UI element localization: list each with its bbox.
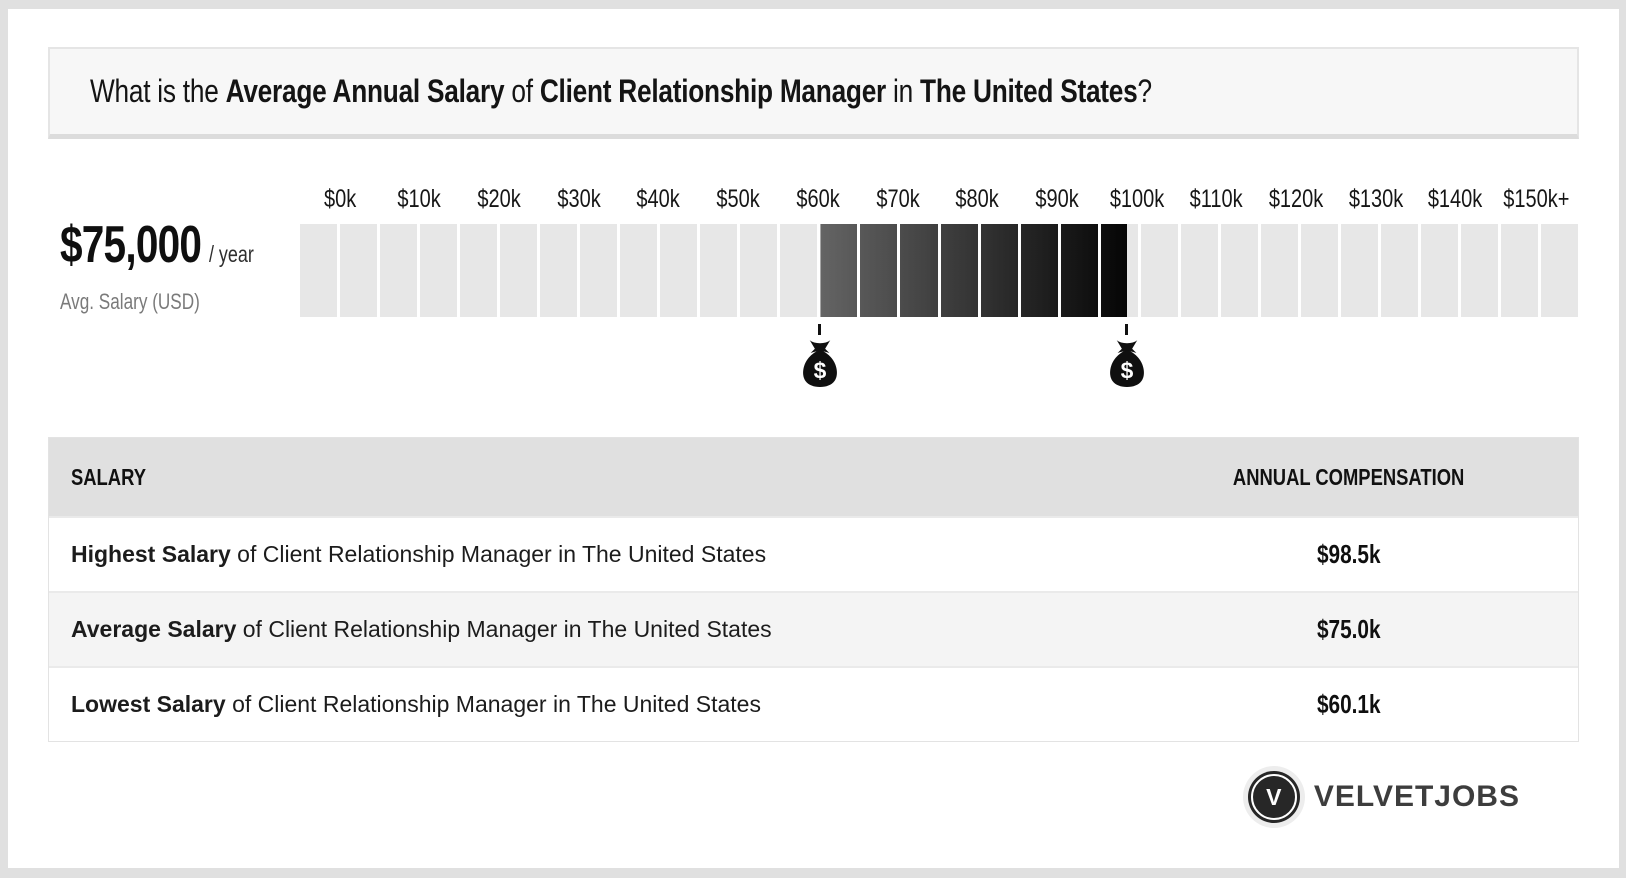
table-row: Average Salary of Client Relationship Ma… xyxy=(49,591,1578,666)
velvetjobs-logo-icon: V xyxy=(1247,771,1300,823)
title-segment: The United States xyxy=(920,73,1138,109)
average-salary-caption: Avg. Salary (USD) xyxy=(60,289,200,314)
gauge-segment xyxy=(980,224,1018,317)
title-segment: Client Relationship Manager xyxy=(539,73,887,109)
brand-logo: V VELVETJOBS xyxy=(1247,771,1520,823)
gauge-segment xyxy=(740,224,778,317)
average-salary-period: / year xyxy=(208,241,254,267)
title-segment: What is the xyxy=(90,73,226,109)
title-banner: What is the Average Annual Salary of Cli… xyxy=(48,47,1579,139)
row-value: $75.0k xyxy=(1316,614,1381,644)
gauge-segment xyxy=(380,224,418,317)
money-bag-icon: $ xyxy=(803,340,837,387)
axis-tick-label: $70k xyxy=(875,185,920,213)
table-row: Highest Salary of Client Relationship Ma… xyxy=(49,516,1578,591)
row-value: $60.1k xyxy=(1316,689,1381,719)
axis-tick-label: $10k xyxy=(397,185,442,213)
axis-tick-label: $90k xyxy=(1035,185,1079,213)
gauge-segment xyxy=(1380,224,1418,317)
infographic-card: What is the Average Annual Salary of Cli… xyxy=(8,9,1619,868)
money-bag-icon: $ xyxy=(1109,340,1144,387)
axis-labels: $0k $10k $20k $30k $40k $50k $60k $70k $80k $90k $… xyxy=(300,174,1578,214)
gauge-segment xyxy=(1340,224,1378,317)
gauge-segment xyxy=(780,224,818,317)
column-header-annual-compensation: ANNUAL COMPENSATION xyxy=(1232,463,1465,490)
average-salary-amount: $75,000 xyxy=(60,216,202,274)
marker-tick xyxy=(818,324,822,335)
gauge-segment xyxy=(660,224,698,317)
axis-tick-label: $30k xyxy=(557,185,601,213)
gauge-segment xyxy=(1140,224,1178,317)
title-segment: ? xyxy=(1137,73,1152,109)
axis-tick-label: $20k xyxy=(477,185,521,213)
title-segment: of xyxy=(504,73,540,109)
page-title: What is the Average Annual Salary of Cli… xyxy=(90,73,1152,110)
row-label: Lowest Salary of Client Relationship Man… xyxy=(71,691,761,717)
gauge-segment xyxy=(460,224,498,317)
gauge-segment xyxy=(1220,224,1258,317)
gauge-segment xyxy=(820,224,858,317)
title-segment: Average Annual Salary xyxy=(225,73,505,109)
gauge-segment xyxy=(1300,224,1338,317)
gauge-segment xyxy=(580,224,618,317)
row-label: Highest Salary of Client Relationship Ma… xyxy=(71,541,767,567)
gauge-segment xyxy=(1500,224,1538,317)
gauge-segment xyxy=(540,224,578,317)
axis-tick-label: $80k xyxy=(955,185,1000,213)
axis-tick-label: $140k xyxy=(1428,185,1483,213)
column-header-salary: SALARY xyxy=(71,463,146,490)
gauge-segment xyxy=(1180,224,1218,317)
gauge-segment xyxy=(1540,224,1578,317)
gauge-segment xyxy=(900,224,938,317)
salary-gauge: $0k $10k $20k $30k $40k $50k $60k $70k $80k $90k $… xyxy=(300,174,1578,404)
gauge-segment xyxy=(620,224,658,317)
axis-tick-label: $40k xyxy=(636,185,681,213)
gauge-segment xyxy=(1260,224,1298,317)
gauge-segment xyxy=(300,224,338,317)
highest-salary-marker: $ xyxy=(1104,324,1150,387)
axis-tick-label: $100k xyxy=(1109,185,1164,213)
axis-tick-label: $110k xyxy=(1189,185,1243,213)
title-segment: in xyxy=(886,73,921,109)
axis-tick-label: $60k xyxy=(796,185,840,213)
marker-tick xyxy=(1125,324,1129,335)
gauge-segment xyxy=(940,224,978,317)
average-salary-summary: $75,000 / year Avg. Salary (USD) xyxy=(60,215,254,315)
salary-table: SALARY ANNUAL COMPENSATION Highest Salar… xyxy=(48,437,1579,742)
table-header-row: SALARY ANNUAL COMPENSATION xyxy=(49,438,1578,516)
logo-letter: V xyxy=(1266,783,1282,810)
axis-tick-label: $130k xyxy=(1348,185,1404,213)
axis-tick-label: $120k xyxy=(1268,185,1324,213)
lowest-salary-marker: $ xyxy=(797,324,843,387)
axis-tick-label: $50k xyxy=(716,185,760,213)
gauge-segment xyxy=(1460,224,1498,317)
row-label: Average Salary of Client Relationship Ma… xyxy=(71,616,772,642)
table-row: Lowest Salary of Client Relationship Man… xyxy=(49,666,1578,741)
gauge-segment xyxy=(1420,224,1458,317)
brand-name: VELVETJOBS xyxy=(1313,780,1520,813)
gauge-segment xyxy=(860,224,898,317)
axis-tick-label: $0k xyxy=(323,185,356,213)
gauge-segment xyxy=(1020,224,1058,317)
svg-text:$: $ xyxy=(1120,357,1133,383)
gauge-segment xyxy=(420,224,458,317)
gauge-segment xyxy=(700,224,738,317)
gauge-segment xyxy=(1060,224,1098,317)
axis-tick-label: $150k+ xyxy=(1503,185,1570,213)
gauge-segment xyxy=(1100,224,1138,317)
row-value: $98.5k xyxy=(1316,539,1381,569)
gauge-segment xyxy=(340,224,378,317)
gauge-segment xyxy=(500,224,538,317)
gauge-bar xyxy=(300,224,1578,317)
svg-text:$: $ xyxy=(814,357,827,383)
